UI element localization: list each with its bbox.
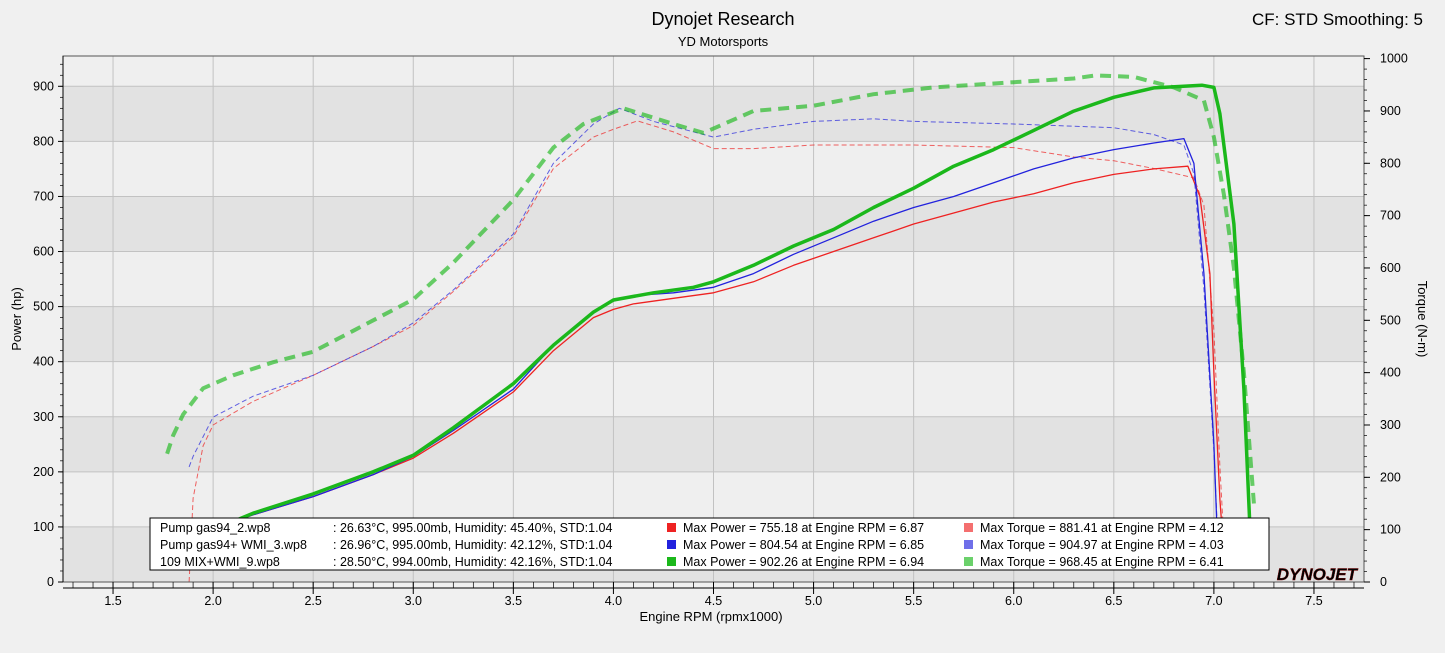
dynojet-logo: DYNOJET <box>1277 565 1359 584</box>
chart-subtitle: YD Motorsports <box>678 34 769 49</box>
power-curve-green <box>212 83 1254 561</box>
y-left-tick-label: 400 <box>33 355 54 369</box>
legend-power-swatch <box>667 540 676 549</box>
legend-torque-swatch <box>964 523 973 532</box>
legend-run-name: Pump gas94+ WMI_3.wp8 <box>160 538 307 552</box>
curves <box>165 73 1256 582</box>
y-right-tick-label: 900 <box>1380 104 1401 118</box>
y-right-tick-label: 300 <box>1380 418 1401 432</box>
x-tick-label: 6.5 <box>1105 594 1122 608</box>
torque-curve-blue <box>188 107 1219 541</box>
y-right-tick-label: 400 <box>1380 366 1401 380</box>
y-left-tick-label: 600 <box>33 245 54 259</box>
legend-power-swatch <box>667 557 676 566</box>
x-tick-label: 4.0 <box>605 594 622 608</box>
y-right-tick-label: 600 <box>1380 261 1401 275</box>
legend-max-power: Max Power = 902.26 at Engine RPM = 6.94 <box>683 555 924 569</box>
y-axis-left: 0 100 200 300 400 500 600 700 800 900 <box>33 56 64 589</box>
legend-max-torque: Max Torque = 904.97 at Engine RPM = 4.03 <box>980 538 1224 552</box>
x-tick-label: 2.0 <box>204 594 221 608</box>
x-tick-label: 5.0 <box>805 594 822 608</box>
legend-run-name: Pump gas94_2.wp8 <box>160 521 271 535</box>
y-axis-left-label: Power (hp) <box>9 287 24 351</box>
y-left-tick-label: 300 <box>33 410 54 424</box>
y-left-tick-label: 0 <box>47 575 54 589</box>
legend-box: Pump gas94_2.wp8 : 26.63°C, 995.00mb, Hum… <box>149 517 1270 571</box>
x-tick-label: 6.0 <box>1005 594 1022 608</box>
y-left-tick-label: 900 <box>33 79 54 93</box>
y-left-tick-label: 800 <box>33 134 54 148</box>
y-right-tick-label: 500 <box>1380 313 1401 327</box>
chart-title: Dynojet Research <box>651 9 794 29</box>
y-axis-right-label: Torque (N-m) <box>1415 281 1430 358</box>
legend-run-name: 109 MIX+WMI_9.wp8 <box>160 555 280 569</box>
y-right-tick-label: 700 <box>1380 209 1401 223</box>
y-left-tick-label: 700 <box>33 189 54 203</box>
x-axis: 1.5 2.0 2.5 3.0 3.5 4.0 4.5 5.0 5.5 6.0 6.5 7.0 7.5 <box>63 582 1364 608</box>
legend-run-info: : 26.96°C, 995.00mb, Humidity: 42.12%, S… <box>333 538 612 552</box>
y-left-tick-label: 500 <box>33 300 54 314</box>
legend-max-power: Max Power = 755.18 at Engine RPM = 6.87 <box>683 521 924 535</box>
y-right-tick-label: 1000 <box>1380 52 1408 66</box>
y-left-tick-label: 100 <box>33 520 54 534</box>
legend-run-info: : 28.50°C, 994.00mb, Humidity: 42.16%, S… <box>333 555 612 569</box>
legend-torque-swatch <box>964 557 973 566</box>
x-tick-label: 3.5 <box>505 594 522 608</box>
x-tick-label: 7.0 <box>1205 594 1222 608</box>
y-right-tick-label: 100 <box>1380 523 1401 537</box>
legend-run-info: : 26.63°C, 995.00mb, Humidity: 45.40%, S… <box>333 521 612 535</box>
legend-max-power: Max Power = 804.54 at Engine RPM = 6.85 <box>683 538 924 552</box>
x-tick-label: 3.0 <box>405 594 422 608</box>
torque-curve-green <box>165 73 1256 504</box>
x-tick-label: 5.5 <box>905 594 922 608</box>
legend-torque-swatch <box>964 540 973 549</box>
legend-max-torque: Max Torque = 968.45 at Engine RPM = 6.41 <box>980 555 1224 569</box>
correction-smoothing-label: CF: STD Smoothing: 5 <box>1252 10 1423 29</box>
x-tick-label: 4.5 <box>705 594 722 608</box>
y-left-tick-label: 200 <box>33 465 54 479</box>
power-curve-red <box>192 165 1225 555</box>
x-axis-label: Engine RPM (rpmx1000) <box>639 609 782 624</box>
x-tick-label: 7.5 <box>1305 594 1322 608</box>
y-axis-right: 0 100 200 300 400 500 600 700 800 900 1000 <box>1364 52 1408 589</box>
y-right-tick-label: 0 <box>1380 575 1387 589</box>
legend-max-torque: Max Torque = 881.41 at Engine RPM = 4.12 <box>980 521 1224 535</box>
y-right-tick-label: 200 <box>1380 470 1401 484</box>
x-tick-label: 2.5 <box>304 594 321 608</box>
legend-power-swatch <box>667 523 676 532</box>
y-right-tick-label: 800 <box>1380 156 1401 170</box>
x-tick-label: 1.5 <box>104 594 121 608</box>
